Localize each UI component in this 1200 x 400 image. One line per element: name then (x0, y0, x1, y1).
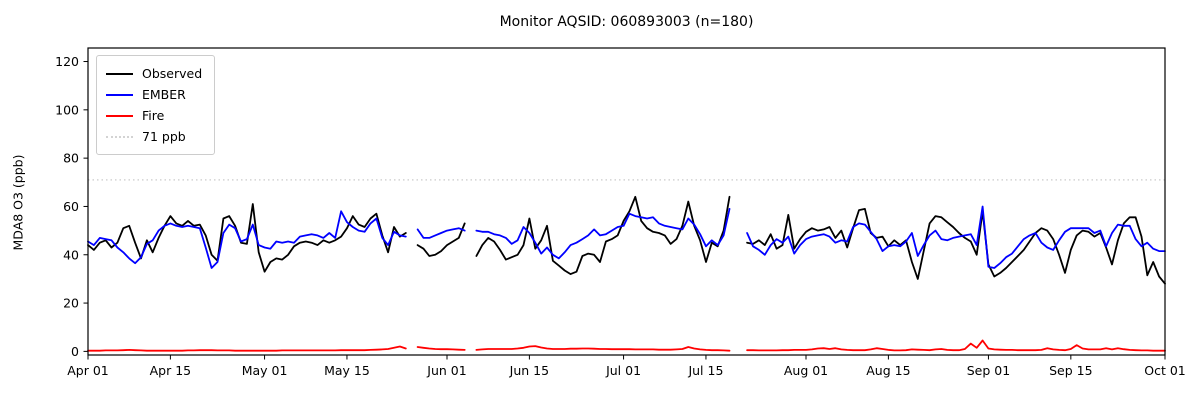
x-tick-label: Sep 15 (1049, 363, 1092, 378)
series-line-observed (475, 195, 731, 276)
x-tick-label: Aug 01 (784, 363, 828, 378)
x-tick-label: May 01 (242, 363, 288, 378)
legend-item-fire: Fire (106, 105, 202, 126)
y-tick-label: 80 (63, 151, 79, 166)
legend-item-ember: EMBER (106, 84, 202, 105)
legend-label: Observed (142, 66, 203, 81)
y-tick-label: 40 (63, 247, 79, 262)
legend: Observed EMBER Fire 71 ppb (96, 55, 216, 155)
series-line-fire (87, 345, 407, 352)
legend-label: 71 ppb (142, 129, 186, 144)
x-tick-label: May 15 (324, 363, 370, 378)
ember-line-swatch (106, 93, 133, 96)
legend-label: Fire (142, 108, 165, 123)
series-line-ember (475, 207, 731, 260)
legend-label: EMBER (142, 87, 186, 102)
plot-border (87, 47, 1166, 356)
x-tick-label: Apr 01 (67, 363, 109, 378)
y-tick-label: 20 (63, 296, 79, 311)
y-tick-label: 0 (71, 344, 79, 359)
series-line-observed (746, 207, 1166, 285)
y-tick-label: 120 (55, 54, 79, 69)
fire-line-swatch (106, 114, 133, 117)
legend-item-threshold: 71 ppb (106, 126, 202, 147)
series-line-fire (416, 346, 466, 351)
x-tick-label: Apr 15 (150, 363, 192, 378)
series-line-observed (416, 222, 466, 257)
x-tick-label: Oct 01 (1144, 363, 1186, 378)
series-line-ember (416, 227, 466, 239)
x-tick-label: Jul 01 (605, 363, 641, 378)
x-tick-label: Aug 15 (866, 363, 910, 378)
observed-line-swatch (106, 72, 133, 75)
x-tick-label: Jul 15 (687, 363, 723, 378)
series-line-fire (475, 345, 731, 352)
series-line-ember (746, 205, 1166, 269)
threshold-line-swatch (106, 135, 133, 138)
chart-title: Monitor AQSID: 060893003 (n=180) (499, 14, 754, 30)
x-tick-label: Jun 01 (426, 363, 466, 378)
y-tick-label: 100 (55, 102, 79, 117)
series-line-ember (87, 210, 407, 269)
y-tick-label: 60 (63, 199, 79, 214)
x-tick-label: Sep 01 (967, 363, 1010, 378)
series-line-fire (746, 339, 1166, 352)
legend-item-observed: Observed (106, 63, 202, 84)
x-tick-label: Jun 15 (509, 363, 549, 378)
